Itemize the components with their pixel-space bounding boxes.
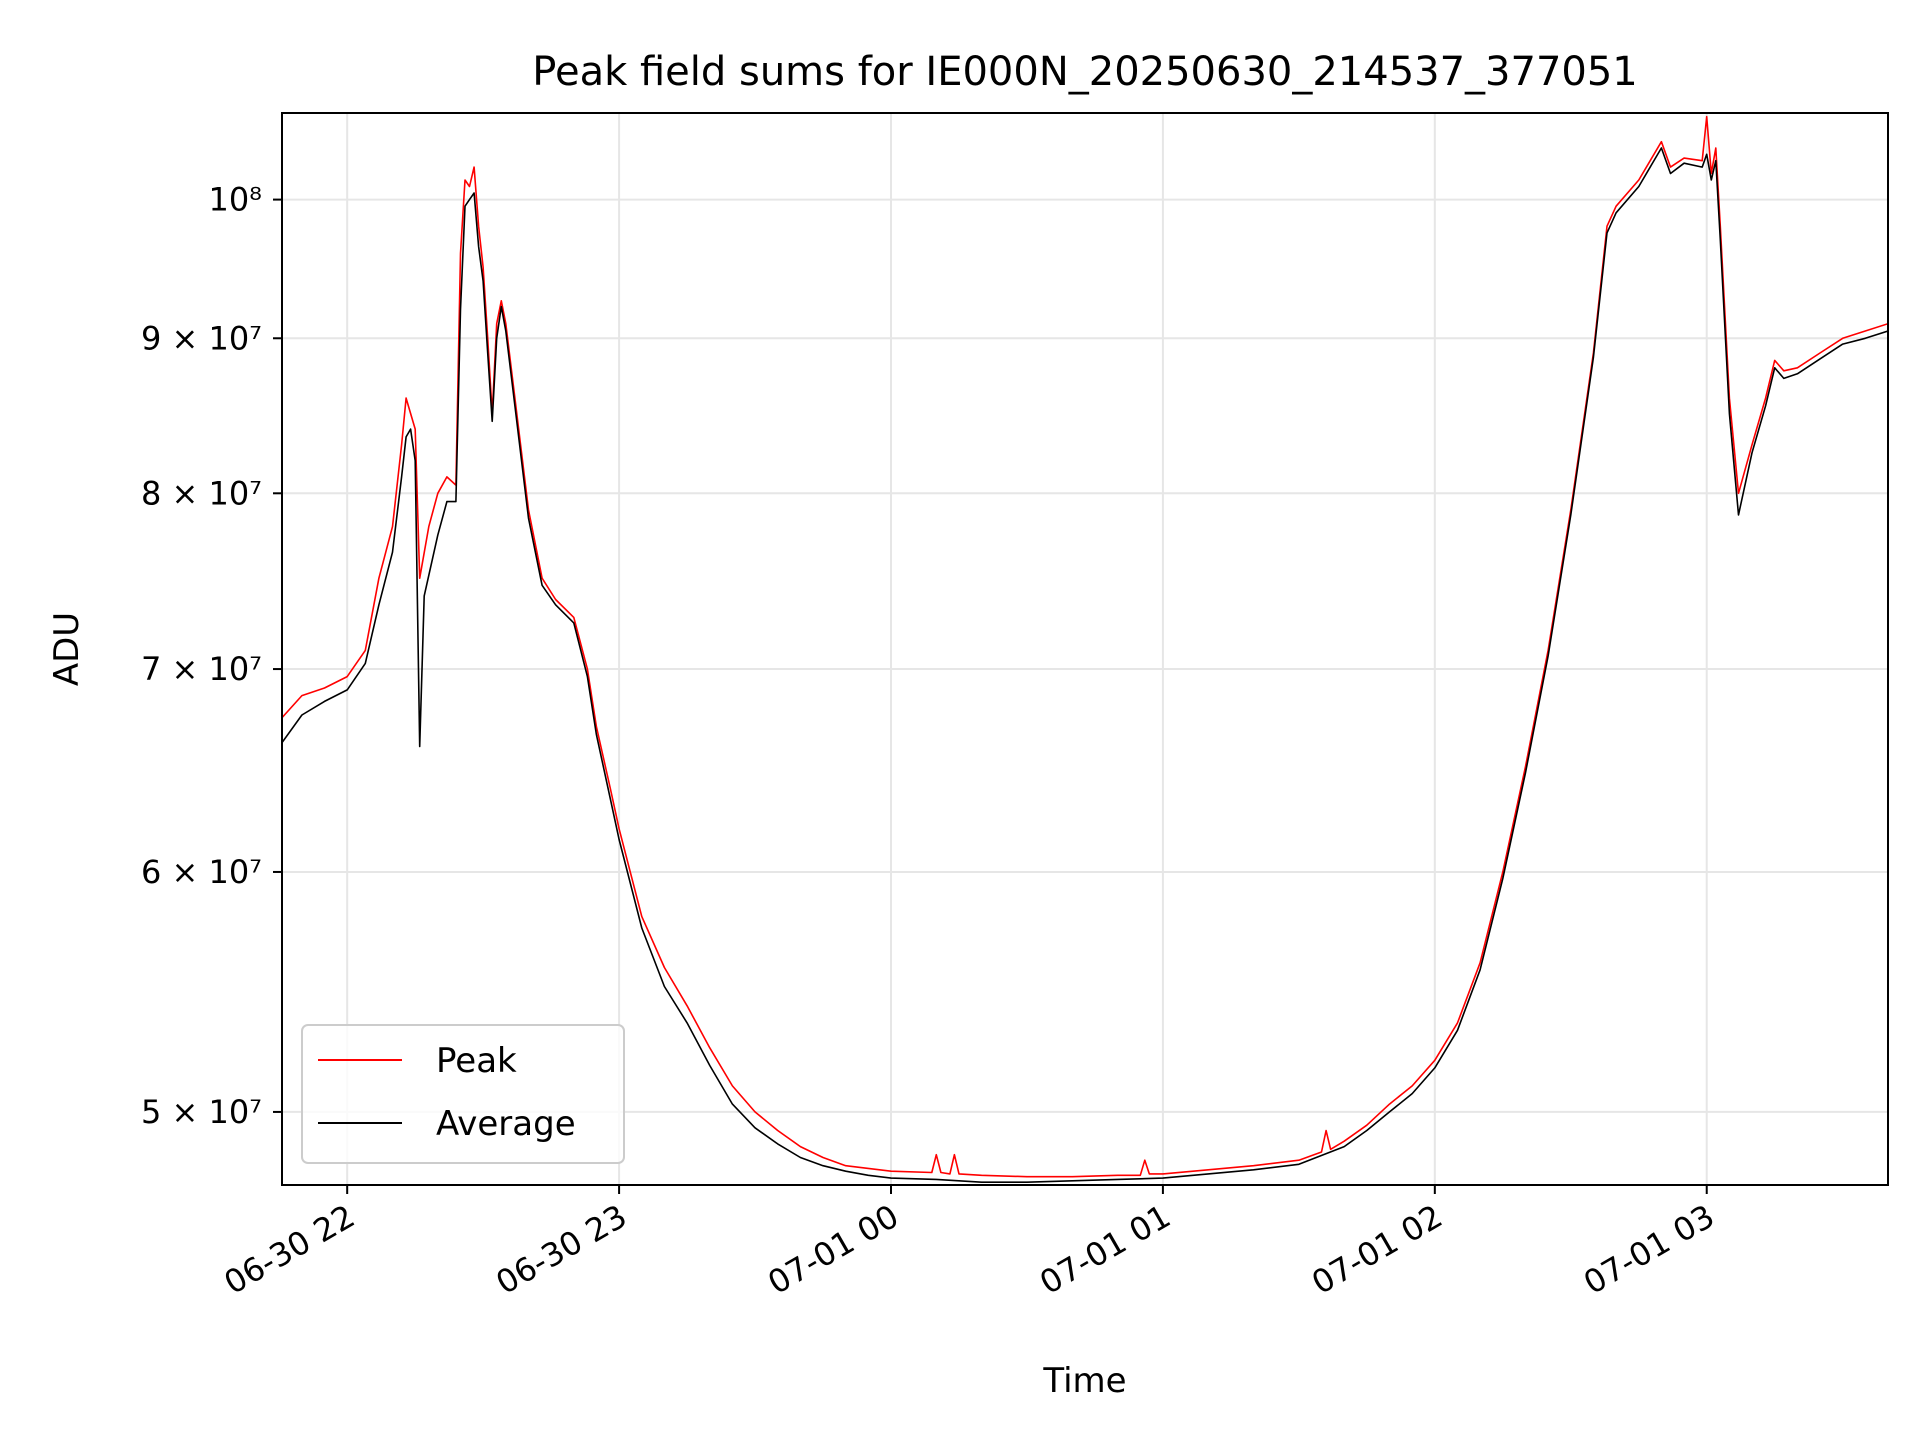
plot-area-frame (281, 112, 1889, 1186)
legend: Peak Average (301, 1024, 625, 1164)
y-tick-label: 8 × 10⁷ (141, 474, 262, 512)
x-axis-title: Time (1042, 1361, 1126, 1401)
series-layer (282, 115, 1888, 1183)
y-tick-label: 10⁸ (208, 181, 262, 219)
grid (282, 113, 1888, 1185)
legend-label-peak: Peak (436, 1041, 517, 1081)
y-axis-title: ADU (47, 612, 87, 686)
series-line-peak (282, 115, 1888, 1178)
y-tick-label: 7 × 10⁷ (141, 650, 262, 688)
y-tick-label: 9 × 10⁷ (141, 319, 262, 357)
y-axis: 5 × 10⁷ 6 × 10⁷ 7 × 10⁷ 8 × 10⁷ 9 × 10⁷ 10⁸ (141, 181, 282, 1131)
chart-title: Peak field sums for IE000N_20250630_2145… (532, 49, 1637, 95)
y-tick-label: 6 × 10⁷ (141, 853, 262, 891)
legend-label-average: Average (436, 1104, 576, 1144)
series-line-average (282, 147, 1888, 1183)
y-tick-label: 5 × 10⁷ (141, 1093, 262, 1131)
